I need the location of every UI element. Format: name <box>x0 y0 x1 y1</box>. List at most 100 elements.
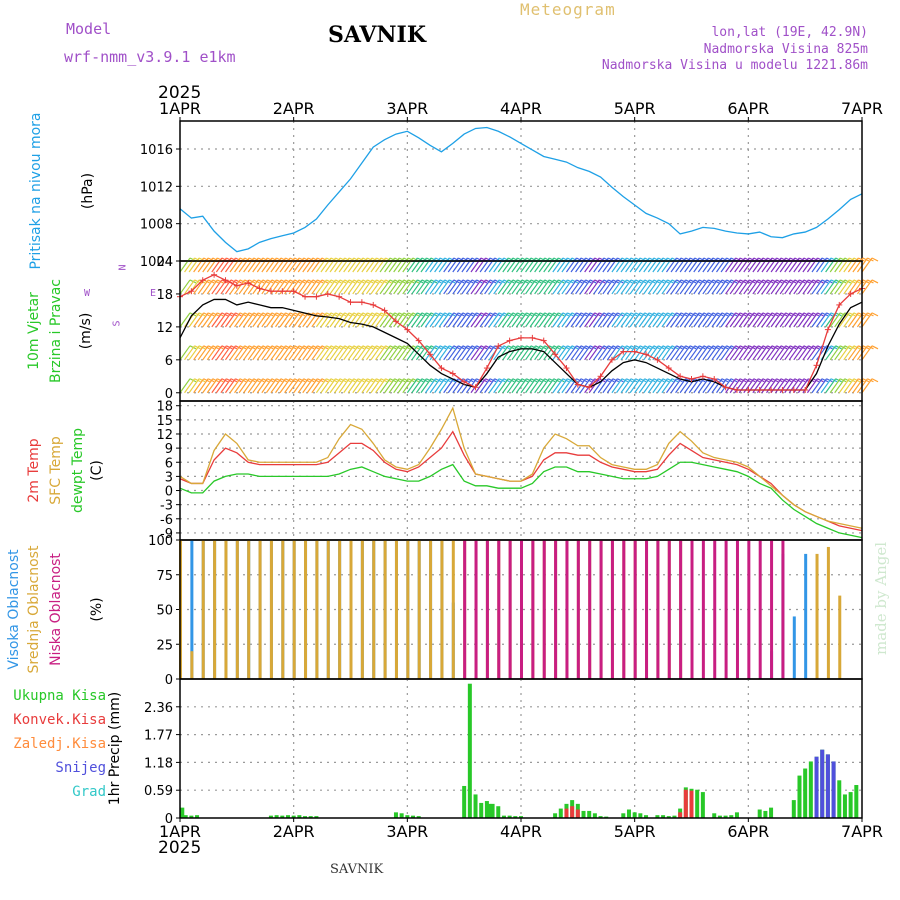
wind-barb <box>647 378 659 394</box>
wind-barb <box>511 312 523 328</box>
wind-barb <box>420 378 432 394</box>
wind-barb <box>434 378 446 394</box>
wind-barb <box>788 312 800 328</box>
wind-barb <box>270 378 282 394</box>
wind-barb <box>561 279 573 295</box>
cloud-bar-low_cloud <box>610 540 614 679</box>
wind-barb <box>525 345 537 361</box>
y-tick-label: 0 <box>165 673 173 688</box>
precip-bar-total_precip <box>797 775 802 818</box>
product-title: Meteogram <box>520 0 616 19</box>
wind-barb <box>315 312 327 328</box>
wind-barb <box>693 279 705 295</box>
wind-barb <box>488 378 500 394</box>
wind-barb <box>838 279 850 295</box>
wind-barb <box>565 345 577 361</box>
wind-barb <box>829 312 841 328</box>
wind-barb <box>297 378 309 394</box>
wind-barb <box>606 312 618 328</box>
x-tick-label-top: 6APR <box>727 99 769 118</box>
wind-barb <box>602 345 614 361</box>
wind-barb <box>179 279 191 295</box>
wind-barb <box>679 345 691 361</box>
wind-barb <box>597 378 609 394</box>
precip-bar-snow <box>820 749 825 818</box>
wind-barb <box>315 378 327 394</box>
wind-barb <box>661 378 673 394</box>
cloud-bar-mid_cloud <box>269 540 273 679</box>
wind-barb <box>852 312 864 328</box>
wind-barb <box>738 345 750 361</box>
cloud-bar-low_cloud <box>747 540 751 679</box>
wind-barb <box>734 312 746 328</box>
cloud-bar-mid_cloud <box>224 540 228 679</box>
wind-barb <box>193 279 205 295</box>
wind-barb <box>306 279 318 295</box>
cloud-bar-mid_cloud <box>292 540 296 679</box>
wind-barb <box>779 279 791 295</box>
wind-barb <box>688 312 700 328</box>
precip-bar-total_precip <box>723 815 728 818</box>
wind-barb <box>611 312 623 328</box>
wind-barb <box>329 279 341 295</box>
wind-barb <box>761 312 773 328</box>
wind-barb <box>429 378 441 394</box>
wind-barb <box>620 378 632 394</box>
wind-barb <box>666 345 677 361</box>
wind-barb <box>520 345 532 361</box>
wind-barb <box>625 279 637 295</box>
wind-barb <box>725 312 737 328</box>
wind-barb <box>252 378 264 394</box>
wind-barb <box>702 345 714 361</box>
precip-legend-item: Grad <box>72 784 106 800</box>
wind-barb <box>311 378 323 394</box>
wind-barb <box>847 312 859 328</box>
wind-barb <box>552 279 564 295</box>
wind-barb <box>284 378 296 394</box>
wind-barb <box>529 312 541 328</box>
wind-barb <box>320 378 332 394</box>
wind-barb <box>779 312 791 328</box>
wind-barb <box>297 312 309 328</box>
wind-barb <box>238 345 250 361</box>
wind-barb <box>529 378 541 394</box>
precip-bar-total_precip <box>268 815 273 818</box>
wind-barb <box>434 345 446 361</box>
wind-barb <box>588 378 600 394</box>
precip-bar-total_precip <box>626 809 631 818</box>
axis-label: Brzina i Pravac <box>48 279 64 383</box>
wind-barb <box>834 279 846 295</box>
wind-barb <box>456 312 468 328</box>
wind-barb <box>211 279 223 295</box>
wind-barb <box>420 312 432 328</box>
wind-barb <box>729 312 741 328</box>
wind-barb <box>793 279 805 295</box>
wind-barb <box>497 378 509 394</box>
wind-barb <box>379 345 391 361</box>
precip-bar-total_precip <box>399 813 404 818</box>
wind-barb <box>656 279 668 295</box>
wind-barb <box>397 378 409 394</box>
y-tick-label: 0 <box>165 485 173 500</box>
wind-barb <box>347 378 359 394</box>
wind-barb <box>438 279 450 295</box>
wind-barb <box>511 378 523 394</box>
wind-barb <box>365 345 377 361</box>
wind-barb <box>506 378 518 394</box>
wind-barb <box>361 279 373 295</box>
wind-barb <box>365 378 377 394</box>
wind-barb <box>279 312 291 328</box>
cloud-bar-low_cloud <box>508 540 512 679</box>
y-tick-label: 75 <box>156 569 173 584</box>
wind-barb <box>370 279 382 295</box>
wind-barb <box>202 312 214 328</box>
wind-barb <box>384 279 396 295</box>
wind-barb <box>384 345 396 361</box>
wind-barb <box>820 312 832 328</box>
wind-barb <box>797 279 809 295</box>
wind-barb <box>475 312 487 328</box>
wind-barb <box>684 279 696 295</box>
y-tick-label: 9 <box>165 442 173 457</box>
wind-barb <box>402 279 414 295</box>
wind-barb <box>625 345 637 361</box>
